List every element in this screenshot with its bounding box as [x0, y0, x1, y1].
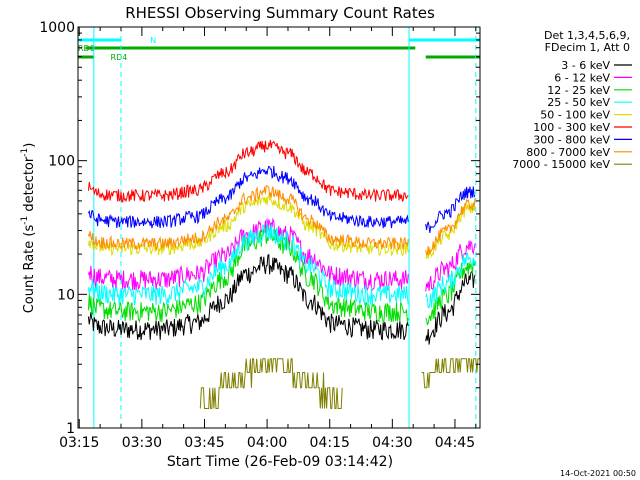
y-tick-label-1: 10: [57, 287, 75, 303]
y-axis-label: Count Rate (s-1 detector-1): [20, 143, 37, 314]
count-rate-series: [87, 139, 480, 409]
y-axis-label-exp2: -1: [20, 148, 30, 157]
x-tick-label-3: 04:00: [247, 435, 287, 451]
y-axis-label-end: ): [22, 143, 37, 148]
x-tick-label-5: 04:30: [372, 435, 412, 451]
series-6-12-kev: [87, 217, 476, 292]
y-tick-label-3: 1000: [39, 20, 75, 36]
legend-entry-2: 12 - 25 keV: [547, 84, 610, 97]
legend-entry-6: 300 - 800 keV: [533, 133, 610, 146]
legend-entry-3: 25 - 50 keV: [547, 96, 610, 109]
y-axis: 1 10 100 1000: [39, 20, 480, 437]
y-axis-label-exp1: -1: [20, 216, 30, 225]
x-axis-label: Start Time (26-Feb-09 03:14:42): [167, 454, 393, 470]
annotation-label-rd0: RD0: [78, 44, 95, 53]
legend-entry-0: 3 - 6 keV: [561, 59, 610, 72]
legend-header-1: FDecim 1, Att 0: [545, 41, 630, 54]
plot-frame: [77, 26, 481, 429]
annotation-bars: N RD0 RD4: [78, 36, 480, 62]
series-300-800-kev: [87, 165, 476, 233]
y-tick-label-2: 100: [48, 154, 75, 170]
x-tick-label-2: 03:45: [184, 435, 224, 451]
series-800-7000-kev: [87, 184, 476, 256]
x-axis: 03:15 03:30 03:45 04:00 04:15 04:30 04:45: [59, 27, 477, 451]
legend: Det 1,3,4,5,6,9,FDecim 1, Att 0 3 - 6 keV…: [512, 29, 632, 171]
annotation-label-rd4: RD4: [111, 53, 128, 62]
x-tick-label-6: 04:45: [435, 435, 475, 451]
series-7000-15000-kev: [199, 358, 480, 409]
series-100-300-kev: [87, 139, 409, 204]
x-tick-label-1: 03:30: [122, 435, 162, 451]
legend-entry-5: 100 - 300 keV: [533, 121, 610, 134]
legend-entry-7: 800 - 7000 keV: [526, 146, 610, 159]
y-tick-label-0: 1: [66, 421, 75, 437]
legend-entry-8: 7000 - 15000 keV: [512, 158, 610, 171]
series-25-50-kev: [87, 223, 476, 309]
legend-entry-4: 50 - 100 keV: [540, 109, 610, 122]
annotation-label-n: N: [150, 36, 156, 45]
footer-timestamp: 14-Oct-2021 00:50: [560, 469, 636, 478]
y-axis-label-mid: detector: [22, 156, 37, 216]
chart-title: RHESSI Observing Summary Count Rates: [125, 4, 435, 22]
series-50-100-kev: [87, 193, 476, 260]
legend-entry-1: 6 - 12 keV: [554, 71, 610, 84]
series-3-6-kev: [87, 253, 476, 345]
x-tick-label-4: 04:15: [310, 435, 350, 451]
x-tick-label-0: 03:15: [59, 435, 99, 451]
y-axis-label-main: Count Rate (s: [22, 225, 37, 314]
legend-header-0: Det 1,3,4,5,6,9,: [544, 29, 630, 42]
